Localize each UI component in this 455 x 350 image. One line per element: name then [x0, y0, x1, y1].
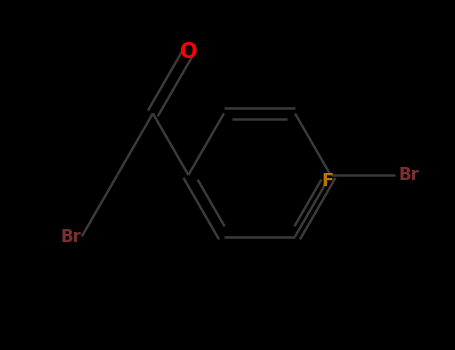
Text: F: F [321, 172, 333, 190]
Text: O: O [180, 42, 197, 62]
Text: Br: Br [398, 166, 419, 184]
Text: Br: Br [61, 228, 81, 246]
